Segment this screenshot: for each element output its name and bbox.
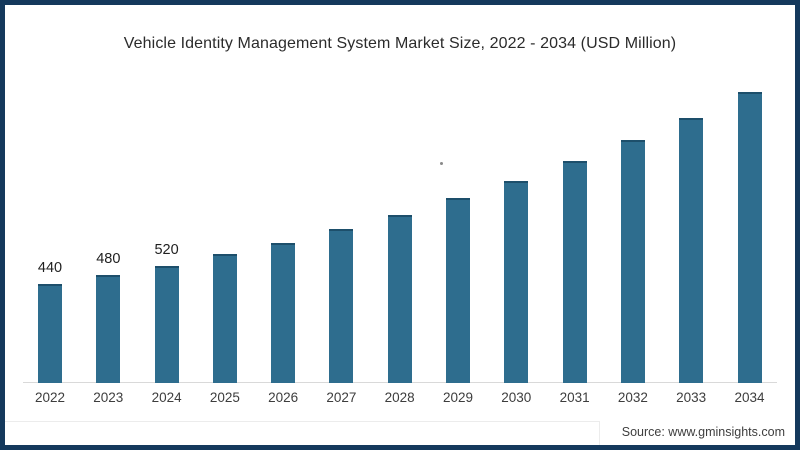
bar-value-label-2022: 440 xyxy=(37,260,63,277)
bar-2029 xyxy=(446,197,470,383)
bar-2028 xyxy=(387,214,412,383)
x-tick-2031: 2031 xyxy=(559,390,590,405)
bar-2023 xyxy=(96,275,121,383)
bar-2030 xyxy=(504,180,529,383)
x-tick-2022: 2022 xyxy=(34,390,66,405)
x-tick-2025: 2025 xyxy=(209,390,240,405)
chart-bottom-edge-horizontal xyxy=(5,421,599,422)
x-tick-2023: 2023 xyxy=(93,390,124,405)
bar-value-label-2023: 480 xyxy=(96,251,121,268)
bar-2026 xyxy=(271,242,296,383)
stray-dot-artifact xyxy=(440,162,443,165)
x-tick-2034: 2034 xyxy=(734,390,765,405)
bar-2022 xyxy=(38,284,62,383)
x-tick-2026: 2026 xyxy=(268,390,299,405)
x-tick-2029: 2029 xyxy=(442,390,474,405)
x-tick-2028: 2028 xyxy=(384,390,415,405)
bar-2025 xyxy=(212,253,237,383)
bar-2034 xyxy=(737,92,762,383)
chart-bottom-edge-vertical xyxy=(599,421,600,445)
chart-title: Vehicle Identity Management System Marke… xyxy=(123,35,677,52)
bar-chart-plot: 440 2022 480 2023 520 2024 2025 2026 2027 2028 202… xyxy=(5,5,795,405)
bar-value-label-2024: 520 xyxy=(154,242,179,259)
bar-2027 xyxy=(329,229,354,383)
x-tick-2030: 2030 xyxy=(501,390,532,405)
bar-2024 xyxy=(154,266,179,383)
x-tick-2024: 2024 xyxy=(151,390,182,405)
chart-canvas: Vehicle Identity Management System Marke… xyxy=(5,5,795,445)
bar-2032 xyxy=(620,140,645,383)
x-tick-2027: 2027 xyxy=(326,390,357,405)
x-tick-2033: 2033 xyxy=(676,390,707,405)
source-credit: Source: www.gminsights.com xyxy=(621,425,785,439)
bar-2031 xyxy=(562,160,587,383)
bar-2033 xyxy=(679,117,704,383)
x-tick-2032: 2032 xyxy=(617,390,648,405)
